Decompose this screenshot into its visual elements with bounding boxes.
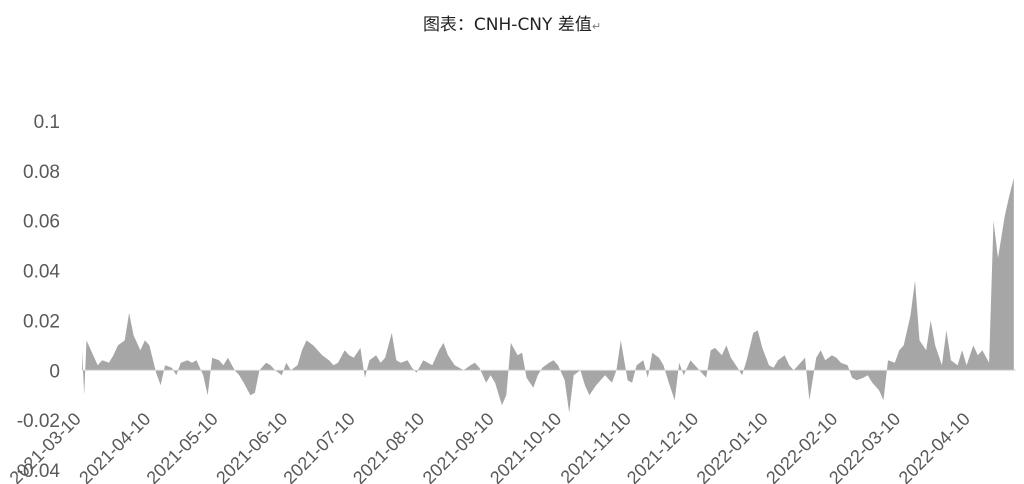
x-axis: 2021-03-102021-04-102021-05-102021-06-10… [6, 409, 974, 484]
y-tick-label: 0.08 [23, 162, 60, 183]
chart-title: 图表：CNH-CNY 差值↵ [0, 10, 1024, 35]
y-tick-label: 0.1 [34, 112, 60, 133]
x-tick-label: 2022-01-10 [693, 409, 772, 484]
series-area [82, 178, 1014, 413]
x-tick-label: 2022-04-10 [895, 409, 974, 484]
y-axis: 0.1 0.08 0.06 0.04 0.02 0 -0.02 -0.04 [17, 112, 61, 482]
y-tick-label: 0 [49, 361, 60, 382]
return-mark-icon: ↵ [591, 20, 602, 33]
y-tick-label: -0.04 [17, 461, 61, 482]
y-tick-label: 0.02 [23, 311, 60, 332]
x-tick-label: 2021-07-10 [279, 409, 358, 484]
x-tick-label: 2021-10-10 [486, 409, 565, 484]
x-tick-label: 2021-05-10 [143, 409, 222, 484]
x-tick-label: 2021-12-10 [623, 409, 702, 484]
x-tick-label: 2021-08-10 [349, 409, 428, 484]
y-tick-label: -0.02 [17, 411, 60, 432]
y-tick-label: 0.04 [23, 262, 60, 283]
chart-title-text: 图表：CNH-CNY 差值 [422, 15, 592, 35]
y-tick-label: 0.06 [23, 212, 60, 233]
plot-area [82, 178, 1016, 413]
